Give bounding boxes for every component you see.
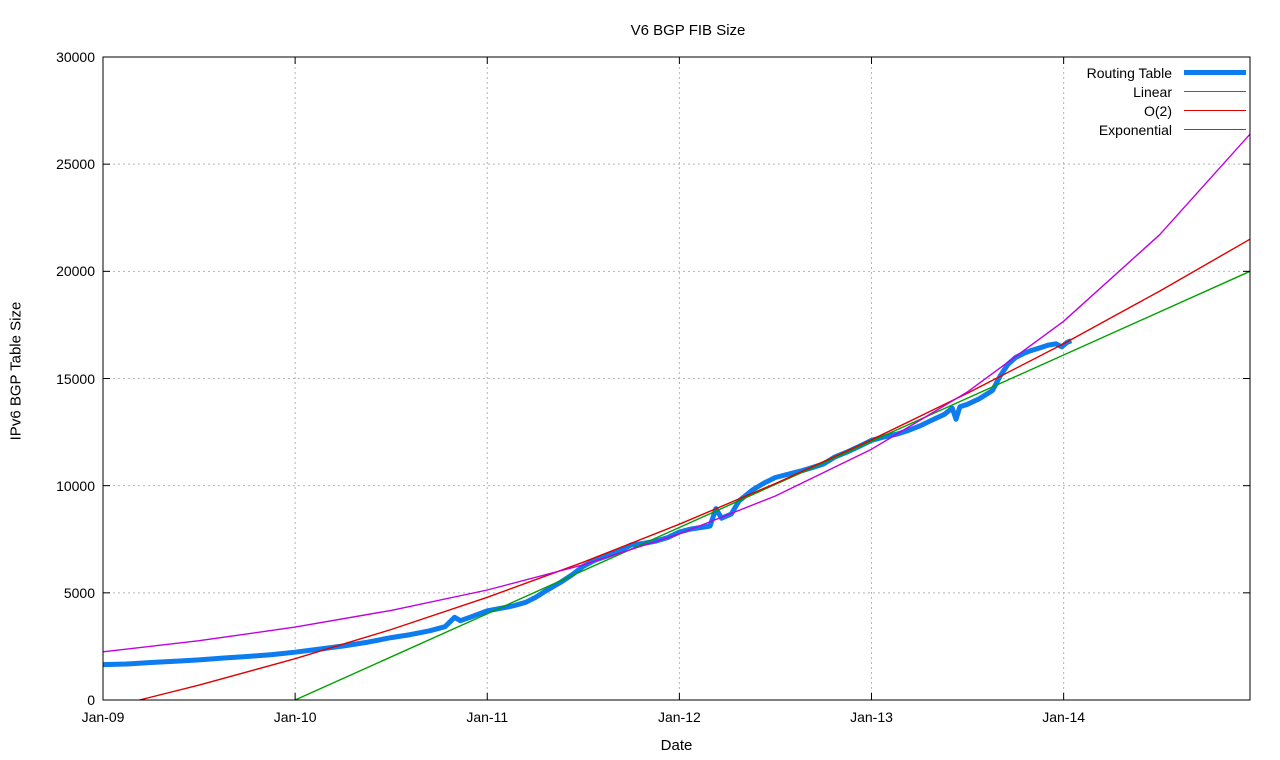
y-tick-label: 5000: [63, 584, 95, 601]
legend-item-linear: Linear: [880, 82, 1246, 101]
chart-title: V6 BGP FIB Size: [630, 22, 746, 39]
legend-line-sample: [1184, 70, 1246, 75]
series-line-linear: [294, 270, 1251, 701]
legend: Routing Table Linear O(2) Exponential: [880, 63, 1246, 139]
legend-label: Linear: [1133, 83, 1172, 100]
x-tick-label: Jan-10: [273, 709, 317, 725]
series-line-routing-table: [102, 338, 1073, 668]
series-line-o-2-: [139, 238, 1251, 701]
legend-label: Routing Table: [1086, 64, 1172, 81]
y-tick-label: 0: [87, 692, 95, 708]
x-axis-label: Date: [660, 737, 693, 754]
legend-item-exponential: Exponential: [880, 120, 1246, 139]
y-tick-label: 15000: [56, 370, 95, 387]
x-tick-label: Jan-14: [1042, 709, 1086, 725]
legend-item-routing-table: Routing Table: [880, 63, 1246, 82]
legend-label: Exponential: [1098, 121, 1172, 138]
y-axis-label: IPv6 BGP Table Size: [7, 301, 25, 441]
y-tick-label: 10000: [56, 477, 95, 494]
y-tick-label: 20000: [56, 263, 95, 280]
legend-label: O(2): [1144, 102, 1172, 119]
x-tick-label: Jan-12: [657, 709, 701, 725]
y-tick-label: 30000: [56, 49, 95, 65]
legend-item-o-2-: O(2): [880, 101, 1246, 120]
y-tick-label: 25000: [56, 156, 95, 173]
series-line-exponential: [102, 133, 1251, 653]
legend-line-sample: [1184, 109, 1246, 112]
x-tick-label: Jan-09: [81, 709, 125, 725]
legend-line-sample: [1184, 90, 1246, 93]
legend-line-sample: [1184, 128, 1246, 131]
x-tick-label: Jan-11: [466, 709, 509, 725]
x-tick-label: Jan-13: [850, 709, 893, 725]
plot-border: [102, 56, 1251, 701]
